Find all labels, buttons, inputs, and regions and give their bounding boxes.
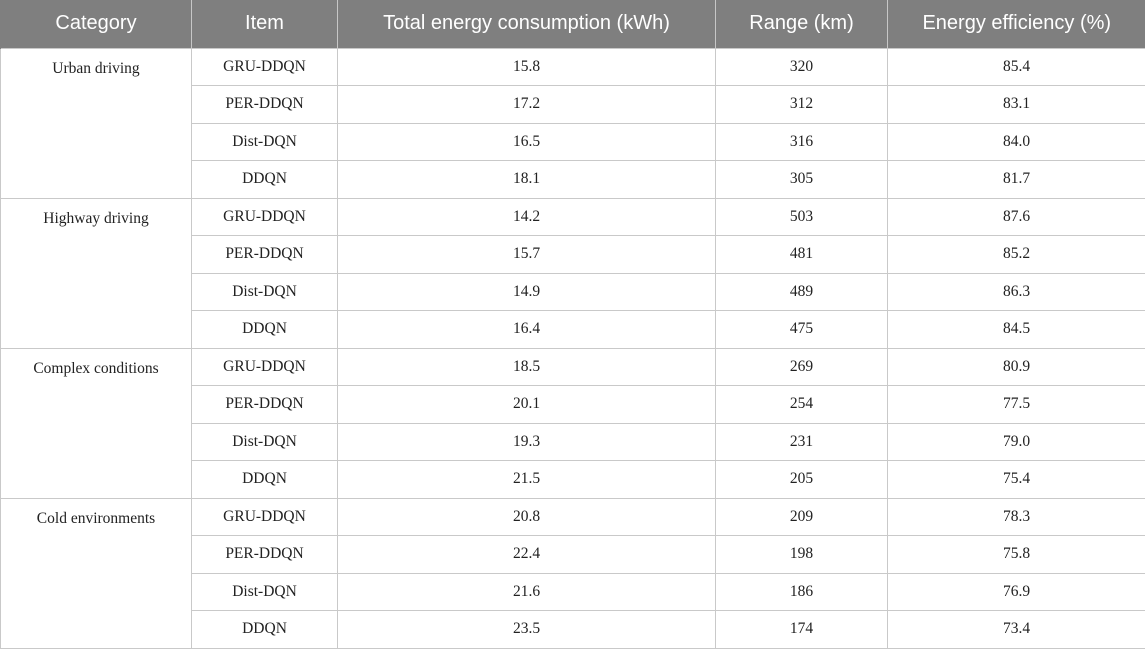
item-cell: GRU-DDQN (191, 347, 338, 386)
item-cell: PER-DDQN (191, 535, 338, 574)
header-category: Category (0, 0, 192, 48)
range-cell: 481 (715, 235, 888, 274)
item-cell: DDQN (191, 610, 338, 649)
energy-cell: 20.8 (337, 497, 716, 536)
table-row: Complex conditions GRU-DDQN 18.5 269 80.… (0, 347, 1145, 499)
range-cell: 475 (715, 310, 888, 349)
item-cell: DDQN (191, 160, 338, 199)
table-body: Urban driving GRU-DDQN 15.8 320 85.4 PER… (0, 47, 1145, 649)
efficiency-cell: 84.5 (887, 310, 1145, 349)
efficiency-cell: 80.9 (887, 347, 1145, 386)
range-cell: 269 (715, 347, 888, 386)
header-row: Category Item Total energy consumption (… (0, 0, 1145, 48)
item-cell: DDQN (191, 310, 338, 349)
energy-cell: 15.8 (337, 47, 716, 86)
energy-cell: 22.4 (337, 535, 716, 574)
range-cell: 209 (715, 497, 888, 536)
table-row: Dist-DQN 16.5 316 84.0 (1, 122, 1145, 161)
range-cell: 174 (715, 610, 888, 649)
efficiency-cell: 75.8 (887, 535, 1145, 574)
efficiency-cell: 85.4 (887, 47, 1145, 86)
table-row: Dist-DQN 19.3 231 79.0 (1, 422, 1145, 461)
energy-cell: 14.2 (337, 197, 716, 236)
table-row: Dist-DQN 14.9 489 86.3 (1, 272, 1145, 311)
item-cell: GRU-DDQN (191, 47, 338, 86)
efficiency-cell: 81.7 (887, 160, 1145, 199)
range-cell: 320 (715, 47, 888, 86)
efficiency-cell: 84.0 (887, 122, 1145, 161)
item-cell: Dist-DQN (191, 272, 338, 311)
table-row: PER-DDQN 20.1 254 77.5 (1, 385, 1145, 424)
table-row: Dist-DQN 21.6 186 76.9 (1, 572, 1145, 611)
table-header: Category Item Total energy consumption (… (0, 0, 1145, 48)
category-cell: Complex conditions (0, 347, 192, 499)
range-cell: 205 (715, 460, 888, 499)
table-row: PER-DDQN 15.7 481 85.2 (1, 235, 1145, 274)
range-cell: 231 (715, 422, 888, 461)
range-cell: 186 (715, 572, 888, 611)
efficiency-cell: 77.5 (887, 385, 1145, 424)
energy-cell: 20.1 (337, 385, 716, 424)
category-cell: Highway driving (0, 197, 192, 349)
range-cell: 312 (715, 85, 888, 124)
range-cell: 489 (715, 272, 888, 311)
header-range: Range (km) (715, 0, 888, 48)
item-cell: PER-DDQN (191, 85, 338, 124)
item-cell: Dist-DQN (191, 572, 338, 611)
header-total-energy: Total energy consumption (kWh) (337, 0, 716, 48)
efficiency-cell: 79.0 (887, 422, 1145, 461)
item-cell: GRU-DDQN (191, 497, 338, 536)
efficiency-cell: 75.4 (887, 460, 1145, 499)
energy-cell: 19.3 (337, 422, 716, 461)
category-cell: Cold environments (0, 497, 192, 649)
energy-cell: 23.5 (337, 610, 716, 649)
energy-cell: 16.5 (337, 122, 716, 161)
item-cell: GRU-DDQN (191, 197, 338, 236)
range-cell: 254 (715, 385, 888, 424)
table-row: Highway driving GRU-DDQN 14.2 503 87.6 (0, 197, 1145, 349)
energy-cell: 15.7 (337, 235, 716, 274)
energy-cell: 21.6 (337, 572, 716, 611)
energy-cell: 18.5 (337, 347, 716, 386)
header-item: Item (191, 0, 338, 48)
item-cell: PER-DDQN (191, 235, 338, 274)
efficiency-cell: 73.4 (887, 610, 1145, 649)
table-row: DDQN 18.1 305 81.7 (1, 160, 1145, 199)
results-table: Category Item Total energy consumption (… (0, 0, 1145, 649)
efficiency-cell: 83.1 (887, 85, 1145, 124)
table-row: DDQN 16.4 475 84.5 (1, 310, 1145, 349)
energy-cell: 18.1 (337, 160, 716, 199)
range-cell: 198 (715, 535, 888, 574)
header-efficiency: Energy efficiency (%) (887, 0, 1145, 48)
efficiency-cell: 76.9 (887, 572, 1145, 611)
efficiency-cell: 87.6 (887, 197, 1145, 236)
efficiency-cell: 78.3 (887, 497, 1145, 536)
item-cell: DDQN (191, 460, 338, 499)
energy-cell: 16.4 (337, 310, 716, 349)
energy-cell: 17.2 (337, 85, 716, 124)
range-cell: 503 (715, 197, 888, 236)
efficiency-cell: 86.3 (887, 272, 1145, 311)
category-cell: Urban driving (0, 47, 192, 199)
energy-cell: 14.9 (337, 272, 716, 311)
range-cell: 305 (715, 160, 888, 199)
table-row: PER-DDQN 17.2 312 83.1 (1, 85, 1145, 124)
range-cell: 316 (715, 122, 888, 161)
table-row: DDQN 23.5 174 73.4 (1, 610, 1145, 649)
item-cell: Dist-DQN (191, 122, 338, 161)
table-row: Cold environments GRU-DDQN 20.8 209 78.3 (0, 497, 1145, 649)
energy-cell: 21.5 (337, 460, 716, 499)
table-row: Urban driving GRU-DDQN 15.8 320 85.4 (0, 47, 1145, 199)
efficiency-cell: 85.2 (887, 235, 1145, 274)
item-cell: Dist-DQN (191, 422, 338, 461)
item-cell: PER-DDQN (191, 385, 338, 424)
